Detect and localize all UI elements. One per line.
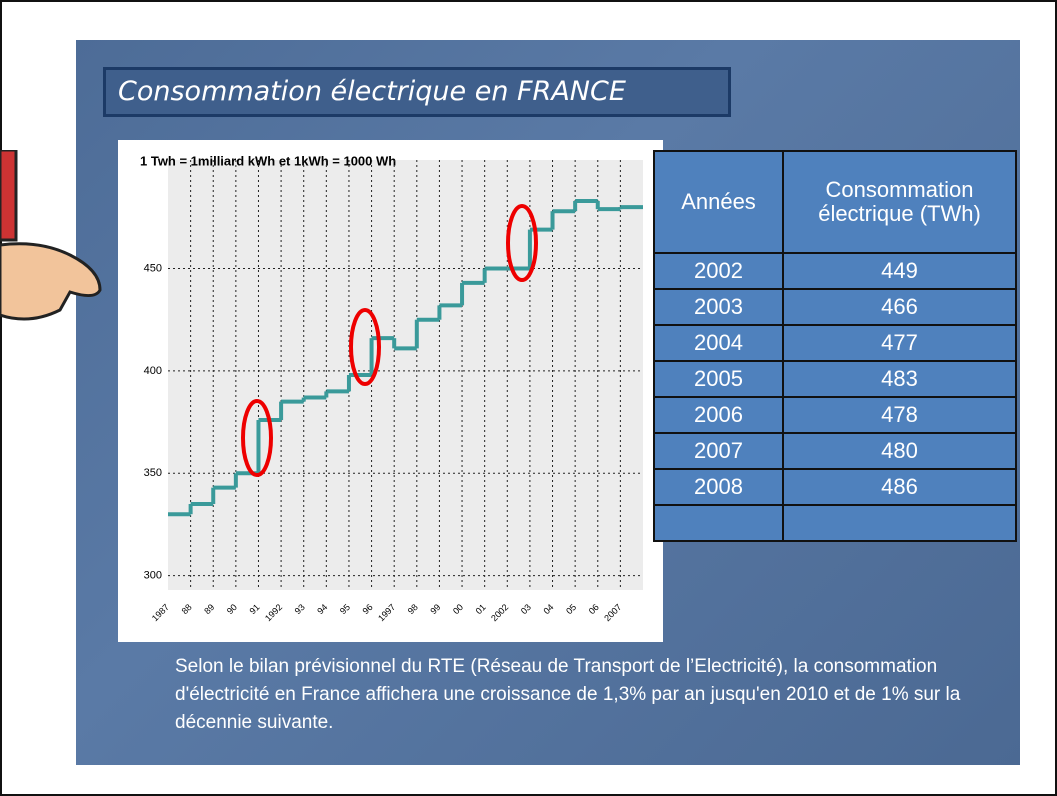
table-cell xyxy=(783,505,1016,541)
table-cell: 2006 xyxy=(654,397,783,433)
table-cell: 480 xyxy=(783,433,1016,469)
chart-subtitle: 1 Twh = 1milliard kWh et 1kWh = 1000 Wh xyxy=(140,153,396,168)
table-cell: 2002 xyxy=(654,253,783,289)
y-tick-label: 300 xyxy=(144,570,162,582)
hand xyxy=(0,150,120,400)
table-cell: 478 xyxy=(783,397,1016,433)
table-cell: 2004 xyxy=(654,325,783,361)
table-cell: 466 xyxy=(783,289,1016,325)
footer-text: Selon le bilan prévisionnel du RTE (Rése… xyxy=(175,653,1005,737)
y-tick-label: 450 xyxy=(144,262,162,274)
y-tick-label: 400 xyxy=(144,365,162,377)
table-cell: 449 xyxy=(783,253,1016,289)
slide-title: Consommation électrique en FRANCE xyxy=(103,67,731,117)
y-tick-label: 350 xyxy=(144,467,162,479)
header-cell: Consommation électrique (TWh) xyxy=(783,151,1016,253)
table-cell: 2008 xyxy=(654,469,783,505)
page: Consommation électrique en FRANCE 1 Twh … xyxy=(0,0,1057,796)
table-cell: 2005 xyxy=(654,361,783,397)
table-cell: 477 xyxy=(783,325,1016,361)
table-cell: 2003 xyxy=(654,289,783,325)
table-cell: 2007 xyxy=(654,433,783,469)
chart: 1 Twh = 1milliard kWh et 1kWh = 1000 Wh … xyxy=(118,140,663,642)
table-cell: 486 xyxy=(783,469,1016,505)
header-cell: Années xyxy=(654,151,783,253)
table-cell: 483 xyxy=(783,361,1016,397)
table-cell xyxy=(654,505,783,541)
